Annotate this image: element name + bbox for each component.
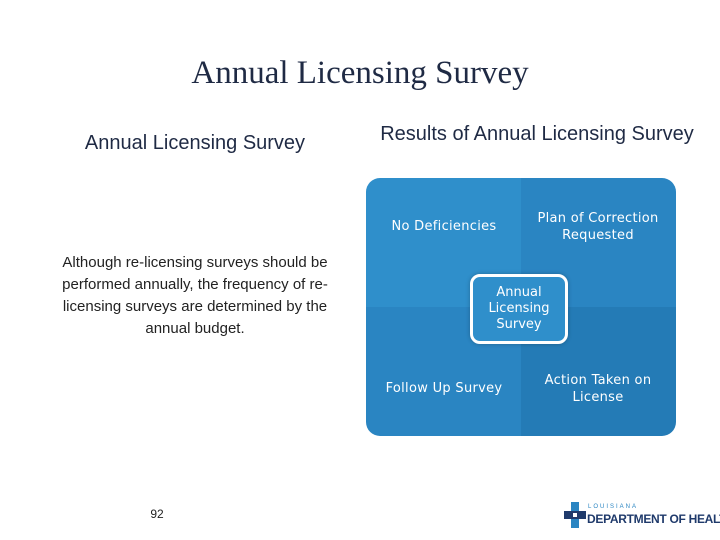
quadrant-label-follow-up-survey: Follow Up Survey	[385, 381, 503, 396]
quadrant-label-action-taken: Action Taken on License	[544, 373, 652, 405]
health-cross-icon	[564, 502, 586, 528]
logo-department-text: DEPARTMENT OF HEALTH	[587, 512, 720, 526]
logo-state-text: LOUISIANA	[588, 504, 639, 510]
center-node-label: Annual Licensing Survey	[488, 285, 550, 332]
department-of-health-logo: LOUISIANA DEPARTMENT OF HEALTH	[564, 502, 720, 532]
quadrant-label-plan-of-correction: Plan of Correction Requested	[537, 211, 659, 243]
quadrant-label-no-deficiencies: No Deficiencies	[391, 219, 497, 234]
center-node: Annual Licensing Survey	[470, 274, 568, 344]
right-heading: Results of Annual Licensing Survey	[380, 123, 694, 145]
slide-title: Annual Licensing Survey	[191, 55, 529, 91]
left-heading: Annual Licensing Survey	[84, 132, 306, 154]
page-number: 92	[150, 507, 164, 521]
quadrant-diagram	[366, 178, 676, 436]
body-text: Although re-licensing surveys should be …	[62, 254, 328, 337]
